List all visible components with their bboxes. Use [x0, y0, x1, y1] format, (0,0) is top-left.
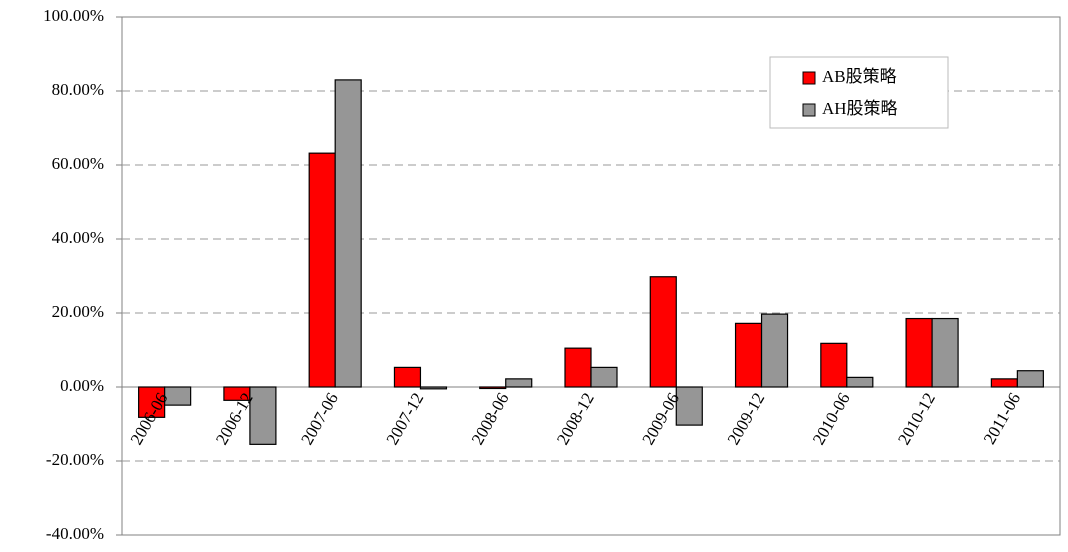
legend-swatch [802, 103, 816, 117]
x-tick-label: 2008-06 [468, 389, 513, 448]
x-tick-label: 2010-06 [809, 389, 854, 448]
bar [564, 347, 592, 388]
y-tick-label: -40.00% [46, 524, 104, 543]
y-tick-label: 20.00% [52, 302, 104, 321]
x-tick-label: 2008-12 [553, 389, 598, 448]
y-tick-label: 80.00% [52, 80, 104, 99]
bar [905, 317, 933, 388]
bar [649, 276, 677, 388]
y-tick-label: 60.00% [52, 154, 104, 173]
bar [419, 386, 448, 390]
bar [308, 152, 336, 388]
y-tick-label: 0.00% [60, 376, 104, 395]
bar [990, 378, 1018, 388]
x-tick-label: 2010-12 [894, 389, 939, 448]
x-tick-label: 2007-12 [383, 389, 428, 448]
x-tick-label: 2006-06 [127, 389, 172, 448]
legend-label: AH股策略 [822, 99, 898, 118]
bar [164, 386, 192, 406]
y-tick-label: -20.00% [46, 450, 104, 469]
bar [334, 79, 362, 388]
x-tick-label: 2007-06 [297, 389, 342, 448]
bar [249, 386, 277, 445]
bar [590, 366, 618, 388]
y-tick-label: 40.00% [52, 228, 104, 247]
legend-label: AB股策略 [822, 67, 897, 86]
legend-swatch [802, 71, 816, 85]
bar [931, 317, 959, 388]
bar [1016, 370, 1044, 388]
x-tick-label: 2009-12 [724, 389, 769, 448]
bar [760, 313, 789, 388]
bar [675, 386, 703, 426]
bar [734, 322, 763, 388]
x-tick-label: 2011-06 [980, 389, 1024, 447]
bar [505, 378, 533, 388]
plot-frame [121, 16, 1061, 536]
bar [479, 386, 507, 390]
legend-box [769, 56, 949, 129]
bar [393, 366, 422, 388]
y-tick-label: 100.00% [43, 6, 104, 25]
bar [138, 386, 166, 418]
bar [846, 376, 874, 388]
legend: AB股策略 AH股策略 [769, 56, 949, 129]
bar [820, 342, 848, 388]
